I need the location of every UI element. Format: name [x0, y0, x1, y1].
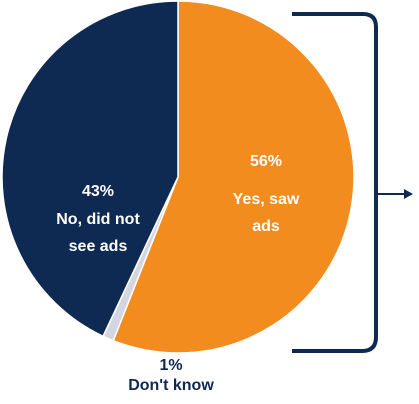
pie-slice-yes: [112, 0, 355, 354]
slice-yes-value-label: 56%: [250, 153, 282, 170]
arrow-head: [404, 189, 413, 199]
slice-no-name-label-line2: see ads: [69, 238, 128, 255]
bracket-line: [292, 12, 378, 353]
pie-slices: [1, 0, 355, 354]
slice-no-value-label: 43%: [82, 183, 114, 200]
slice-dontknow-name-label: Don't know: [128, 377, 214, 394]
slice-yes-name-label-line1: Yes, saw: [233, 191, 300, 208]
pie-slice-no: [1, 0, 179, 338]
slice-yes-name-label-line2: ads: [252, 218, 280, 235]
slice-dontknow-value-label: 1%: [159, 357, 182, 374]
slice-no-name-label-line1: No, did not: [56, 211, 140, 228]
